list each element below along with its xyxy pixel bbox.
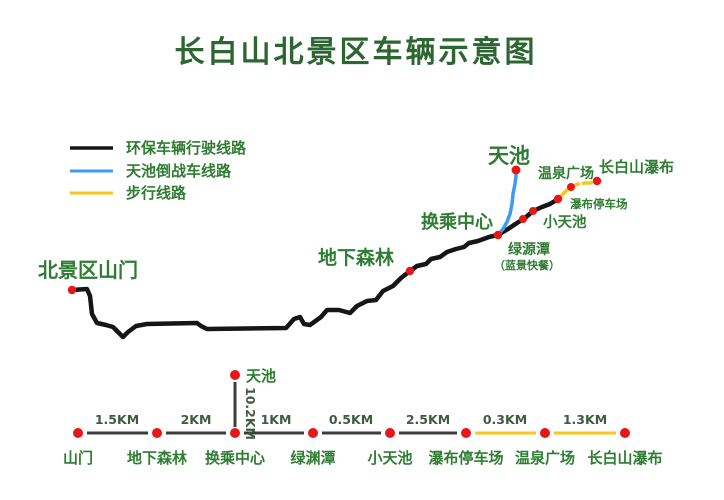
diagram-stop-transfer: 换乘中心 (205, 449, 265, 467)
xiaotianchi-dot (529, 207, 537, 215)
diagram-stop-hotspring: 温泉广场 (515, 449, 575, 467)
diagram-tianchi-label: 天池 (246, 367, 276, 385)
underground-forest-dot (405, 266, 415, 276)
changbaishan-waterfall-dot (592, 176, 602, 186)
waterfall-parking-dot (553, 194, 563, 204)
diagram-lvyuantan-dot (308, 428, 318, 438)
diagram-xiaotianchi-dot (385, 428, 395, 438)
underground-forest-label: 地下森林 (318, 246, 394, 269)
distance-label-1: 1.5KM (95, 412, 139, 427)
eco-vehicle-route-line (69, 196, 561, 340)
hot-spring-square-label: 温泉广场 (538, 165, 594, 182)
diagram-tianchi-dot (230, 370, 240, 380)
tianchi-dot (511, 165, 521, 175)
lvyuantan-label: 绿源潭 (508, 241, 550, 258)
diagram-stop-forest: 地下森林 (127, 449, 188, 467)
distance-diagram: 天池 10.2KM 1.5KM 2KM 1KM 0.5KM 2.5KM 0.3K… (63, 367, 663, 467)
diagram-hotspring-dot (540, 428, 550, 438)
legend: 环保车辆行驶线路 天池倒战车线路 步行线路 (70, 139, 247, 202)
diagram-stop-xiaotianchi: 小天池 (367, 449, 412, 467)
gate-label: 北景区山门 (38, 258, 138, 282)
gate-dot (67, 285, 77, 295)
distance-label-6: 0.3KM (483, 412, 527, 427)
changbaishan-waterfall-label: 长白山瀑布 (599, 158, 674, 176)
diagram-waterfall-dot (620, 428, 630, 438)
transfer-center-label: 换乘中心 (421, 211, 493, 233)
tianchi-label: 天池 (488, 144, 530, 168)
diagram-stop-gate: 山门 (63, 449, 93, 467)
lvyuantan-dot (519, 215, 527, 223)
xiaotianchi-label: 小天池 (543, 213, 587, 231)
branch-distance-label: 10.2KM (243, 387, 258, 440)
page-title: 长白山北景区车辆示意图 (175, 35, 538, 70)
legend-tianchi-shuttle-label: 天池倒战车线路 (126, 162, 232, 180)
distance-label-5: 2.5KM (406, 412, 450, 427)
diagram-transfer-dot (230, 428, 240, 438)
diagram-stop-parking: 瀑布停车场 (428, 449, 503, 467)
legend-walking-route-label: 步行线路 (126, 184, 187, 202)
diagram-gate-dot (73, 428, 83, 438)
diagram-stop-waterfall: 长白山瀑布 (587, 449, 662, 467)
tianchi-shuttle-route-line (496, 168, 518, 237)
waterfall-parking-label: 瀑布停车场 (570, 197, 628, 211)
lvyuantan-note: （蓝景快餐） (494, 258, 560, 272)
legend-eco-route-label: 环保车辆行驶线路 (126, 139, 247, 157)
distance-label-7: 1.3KM (563, 412, 607, 427)
distance-label-3: 1KM (261, 412, 292, 427)
transfer-center-dot (493, 230, 503, 240)
distance-label-4: 0.5KM (329, 412, 373, 427)
distance-label-2: 2KM (181, 412, 212, 427)
hot-spring-square-dot (567, 183, 575, 191)
diagram-parking-dot (461, 428, 471, 438)
diagram-stop-lvyuantan: 绿渊潭 (290, 449, 335, 467)
diagram-forest-dot (152, 428, 162, 438)
route-map: 北景区山门 地下森林 换乘中心 天池 绿源潭 （蓝景快餐） 小天池 瀑布停车场 … (38, 144, 674, 340)
